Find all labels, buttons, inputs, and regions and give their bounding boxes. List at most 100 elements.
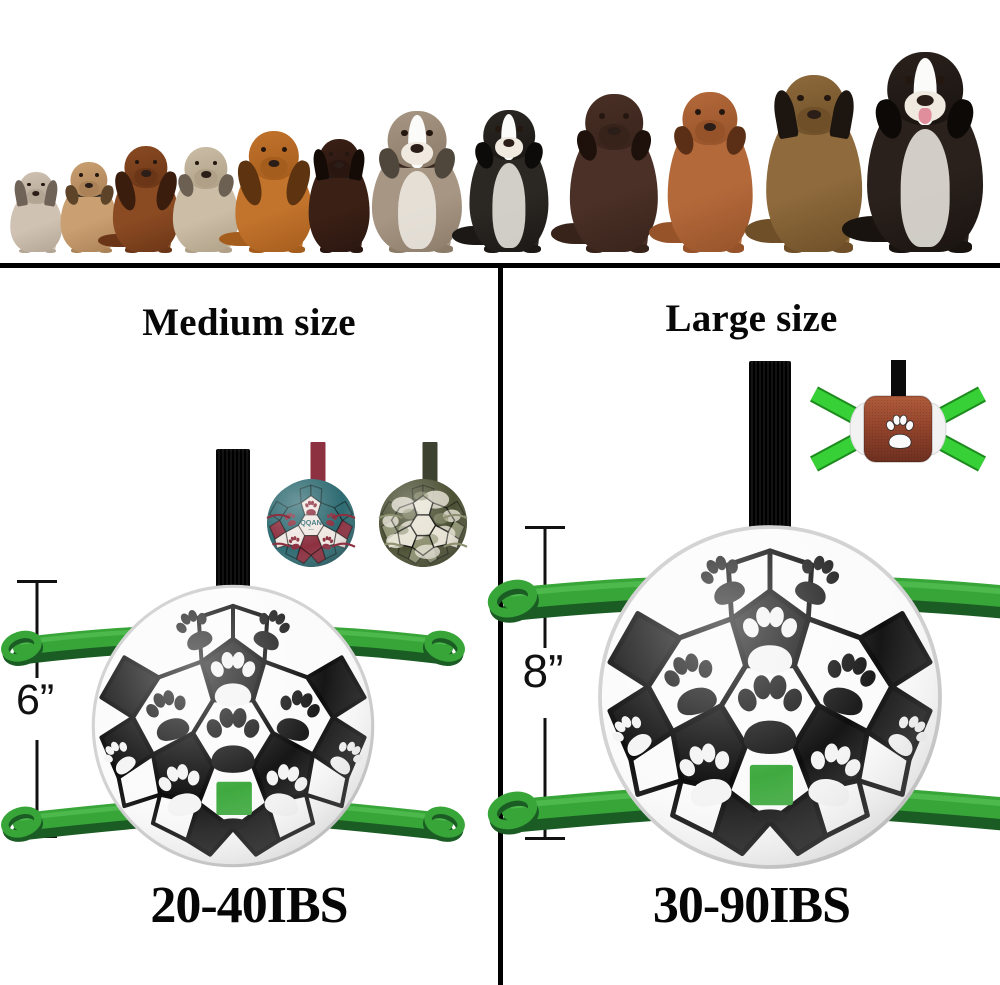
dimension-ruler-large: 8” <box>522 526 568 840</box>
dog-eye <box>695 109 702 115</box>
panel-large: Large size 8” 30-90IBS <box>487 268 1000 985</box>
variant-ball-camo <box>378 478 482 568</box>
variant-thumbnail-football[interactable] <box>808 360 988 480</box>
weight-label-medium: 20-40IBS <box>150 877 348 934</box>
dog-muzzle <box>328 160 350 177</box>
product-ball-medium[interactable] <box>1 449 465 869</box>
variant-thumbnail-camo[interactable] <box>378 440 482 568</box>
dog-chest-marking <box>900 129 950 247</box>
dog-paw <box>523 244 541 253</box>
dog-paw <box>157 247 173 253</box>
dog-eye <box>134 159 140 165</box>
dog-long-haired-dachshund <box>98 122 182 253</box>
dog-eye <box>41 182 45 187</box>
dog-muzzle <box>134 168 158 186</box>
dog-eye <box>194 160 200 166</box>
ruler-label-medium: 6” <box>15 676 55 724</box>
dog-eye <box>622 112 630 119</box>
dog-muzzle <box>401 141 433 166</box>
ruler-line-lower <box>35 740 39 836</box>
dog-paw <box>349 246 364 253</box>
dog-muzzle <box>78 180 100 197</box>
variant-thumbnails-medium: QQAN••••• <box>266 440 482 568</box>
dog-paw <box>288 246 305 253</box>
dog-eye <box>598 112 606 119</box>
dog-eye <box>904 76 914 85</box>
panel-title-large: Large size <box>665 297 838 340</box>
vertical-divider <box>498 263 503 985</box>
product-ball-large[interactable] <box>487 361 1000 871</box>
dog-muzzle <box>194 169 218 187</box>
ruler-cap-top <box>17 580 57 583</box>
dog-chest-marking <box>398 170 436 249</box>
ruler-label-large: 8” <box>522 645 564 697</box>
variant-hang-strap <box>422 442 438 490</box>
dog-cavalier-king-charles-spaniel <box>218 106 316 253</box>
dog-eye <box>94 173 99 178</box>
dog-nose <box>410 144 424 153</box>
dog-paw <box>99 248 112 253</box>
weight-label-large: 30-90IBS <box>652 877 851 934</box>
dog-eye <box>27 182 31 187</box>
dog-eye <box>328 151 333 157</box>
dog-nose <box>268 159 280 167</box>
dog-english-bulldog <box>368 82 466 253</box>
dog-border-collie <box>452 66 552 253</box>
dog-nose <box>807 110 821 120</box>
soccer-ball-large <box>596 523 944 871</box>
dog-muzzle <box>26 189 46 204</box>
dog-nose <box>334 161 344 168</box>
dog-eye <box>152 159 158 165</box>
dog-paw <box>217 247 233 253</box>
dog-eye <box>823 94 831 102</box>
dog-tongue <box>918 107 932 124</box>
dog-eye <box>797 94 805 102</box>
hang-strap-medium <box>216 449 250 589</box>
dog-muzzle <box>695 120 725 143</box>
dog-eye <box>718 109 725 115</box>
panel-medium: Medium size 6” QQAN••••• 20-4 <box>0 268 498 985</box>
dog-chocolate-labrador <box>550 46 662 253</box>
dog-eye <box>281 146 288 153</box>
variant-thumbnail-teal[interactable]: QQAN••••• <box>266 440 370 568</box>
dog-paw <box>946 241 972 253</box>
dog-paw <box>630 243 650 253</box>
dog-paw <box>831 242 853 253</box>
dog-german-shepherd <box>745 16 866 253</box>
dog-paw <box>45 248 57 253</box>
dog-eye <box>212 160 218 166</box>
dog-chihuahua <box>8 156 64 253</box>
ruler-cap-bottom <box>525 837 565 840</box>
dog-nose <box>503 139 515 147</box>
dog-nose <box>607 127 621 136</box>
panel-title-medium: Medium size <box>142 301 356 344</box>
dog-breed-size-lineup <box>0 0 1000 262</box>
dog-nose <box>84 182 94 189</box>
dog-eye <box>345 151 350 157</box>
dog-nose <box>703 123 717 131</box>
dog-chest-marking <box>492 162 526 249</box>
dog-paw <box>433 245 454 253</box>
soccer-ball-medium <box>90 583 376 869</box>
ruler-cap-top <box>525 526 565 529</box>
dog-eye <box>516 126 523 132</box>
ruler-line-lower <box>543 718 547 838</box>
dog-eye <box>936 76 946 85</box>
dog-nose <box>201 171 211 178</box>
dog-miniature-pinscher <box>306 102 372 253</box>
dimension-ruler-medium: 6” <box>14 580 60 838</box>
dog-eye <box>426 129 433 136</box>
variant-hang-strap <box>310 442 326 490</box>
dog-eye <box>260 146 267 153</box>
dog-vizsla <box>649 36 756 253</box>
dog-eye <box>401 129 408 136</box>
hang-strap-large <box>749 361 791 533</box>
dog-bernese-mountain-dog <box>841 0 988 253</box>
dog-paw <box>725 243 744 253</box>
dog-nose <box>141 170 151 177</box>
dog-muzzle <box>495 136 523 158</box>
dog-eye <box>495 126 501 132</box>
ruler-line-upper <box>543 528 547 648</box>
ruler-line-upper <box>35 582 39 678</box>
